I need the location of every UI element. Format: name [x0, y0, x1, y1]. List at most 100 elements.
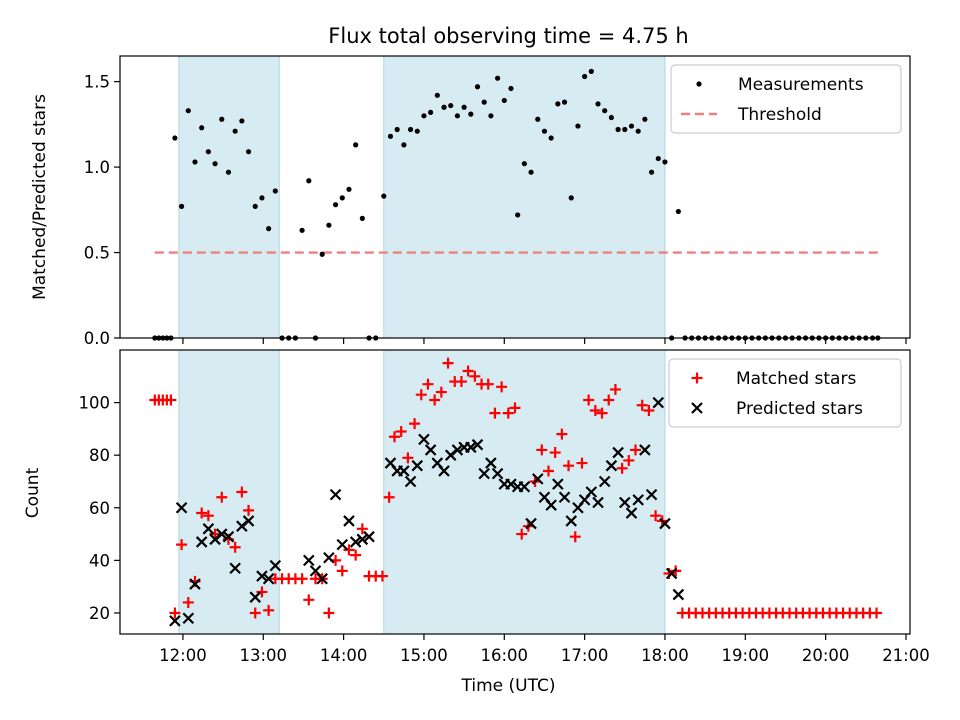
- measurement-point: [421, 113, 427, 119]
- measurement-point: [441, 104, 447, 110]
- predicted-star-point: [558, 491, 571, 504]
- matched-star-point: [256, 586, 268, 598]
- matched-star-point: [202, 510, 214, 522]
- predicted-star-point: [363, 530, 375, 543]
- measurement-point: [515, 212, 521, 218]
- matched-star-point: [409, 418, 421, 430]
- matched-star-point: [516, 528, 528, 540]
- predicted-star-point: [505, 478, 517, 490]
- matched-star-point: [596, 407, 608, 419]
- measurement-point: [582, 73, 588, 80]
- predicted-star-point: [438, 465, 450, 477]
- matched-star-point: [549, 447, 561, 459]
- matched-star-point: [356, 523, 368, 535]
- matched-star-point: [422, 378, 434, 390]
- measurement-point: [212, 161, 218, 167]
- matched-star-point: [469, 370, 481, 382]
- measurement-point: [528, 169, 534, 175]
- measurement-point: [428, 109, 434, 115]
- measurement-point: [561, 99, 568, 105]
- measurement-point: [642, 116, 648, 122]
- measurement-point: [521, 161, 527, 167]
- matched-star-point: [383, 491, 395, 503]
- matched-star-point: [576, 457, 588, 469]
- measurement-point: [555, 101, 561, 107]
- matched-star-point: [589, 404, 601, 416]
- measurement-point: [615, 126, 621, 133]
- predicted-star-point: [349, 536, 362, 548]
- predicted-star-point: [256, 570, 268, 582]
- bottom-y-ticks: 20 40 60 80 100: [79, 394, 120, 623]
- predicted-star-point: [303, 554, 315, 567]
- measurement-point: [488, 113, 494, 119]
- measurement-point: [205, 149, 211, 155]
- predicted-star-point: [645, 488, 658, 501]
- matched-star-point: [556, 428, 568, 440]
- predicted-star-point: [585, 486, 598, 498]
- predicted-star-point: [202, 523, 215, 535]
- measurement-point: [394, 126, 400, 133]
- measurement-point: [535, 116, 541, 122]
- measurement-point: [434, 92, 440, 98]
- predicted-star-point: [451, 444, 464, 456]
- predicted-star-point: [411, 459, 424, 472]
- legend-label: Predicted stars: [736, 399, 863, 419]
- top-observing-windows: [178, 55, 666, 339]
- bottom-axes-frame: [119, 349, 911, 635]
- predicted-star-point: [612, 446, 624, 459]
- top-x-ticks: [182, 338, 907, 344]
- predicted-star-point: [404, 475, 417, 488]
- measurement-point: [588, 68, 594, 74]
- predicted-star-point: [215, 528, 228, 540]
- measurement-point: [266, 226, 272, 232]
- matched-star-point: [563, 460, 575, 472]
- matched-star-point: [296, 573, 308, 585]
- matched-star-point: [630, 444, 642, 456]
- predicted-star-point: [169, 615, 181, 627]
- measurement-point: [326, 222, 332, 228]
- top-panel: 0.0 0.5 1.0 1.5 Matched/Predicted stars Mea…: [30, 55, 911, 348]
- measurement-point: [675, 208, 681, 215]
- matched-star-point: [609, 383, 621, 395]
- matched-star-point: [249, 607, 261, 619]
- bottom-legend: Matched stars Predicted stars: [668, 358, 902, 428]
- matched-star-point: [455, 376, 467, 388]
- predicted-star-point: [323, 551, 335, 564]
- measurement-point: [662, 159, 668, 165]
- predicted-star-point: [175, 502, 188, 514]
- x-tick-label: 20:00: [802, 646, 850, 665]
- matched-star-point: [650, 510, 662, 522]
- measurement-point: [252, 203, 258, 209]
- measurement-point: [232, 128, 238, 134]
- measurement-point: [306, 178, 312, 184]
- predicted-star-point: [229, 562, 241, 575]
- y-tick-label: 1.5: [84, 73, 110, 92]
- matched-star-point: [435, 386, 447, 398]
- matched-star-point: [182, 596, 194, 608]
- predicted-star-point: [189, 578, 201, 590]
- measurement-point: [272, 188, 278, 194]
- matched-star-point: [623, 454, 635, 466]
- measurement-point: [655, 155, 661, 162]
- predicted-star-point: [343, 515, 355, 527]
- predicted-star-point: [242, 515, 255, 527]
- predicted-star-point: [592, 496, 604, 509]
- predicted-star-point: [222, 530, 235, 543]
- matched-star-point: [616, 462, 628, 474]
- predicted-star-point: [418, 433, 430, 446]
- chart-title: Flux total observing time = 4.75 h: [328, 24, 688, 48]
- matched-star-point: [343, 544, 355, 556]
- y-tick-label: 20: [89, 604, 110, 623]
- matched-star-point: [169, 607, 181, 619]
- measurement-point: [401, 142, 407, 148]
- predicted-star-point: [525, 517, 537, 530]
- predicted-star-point: [518, 480, 531, 493]
- matched-star-point: [402, 452, 414, 464]
- matched-star-point: [209, 528, 221, 540]
- matched-star-point: [509, 402, 521, 414]
- matched-star-point: [569, 531, 581, 543]
- bottom-observing-windows: [178, 349, 666, 635]
- predicted-star-point: [262, 573, 275, 585]
- measurement-point: [448, 102, 454, 109]
- matched-star-point: [415, 389, 427, 401]
